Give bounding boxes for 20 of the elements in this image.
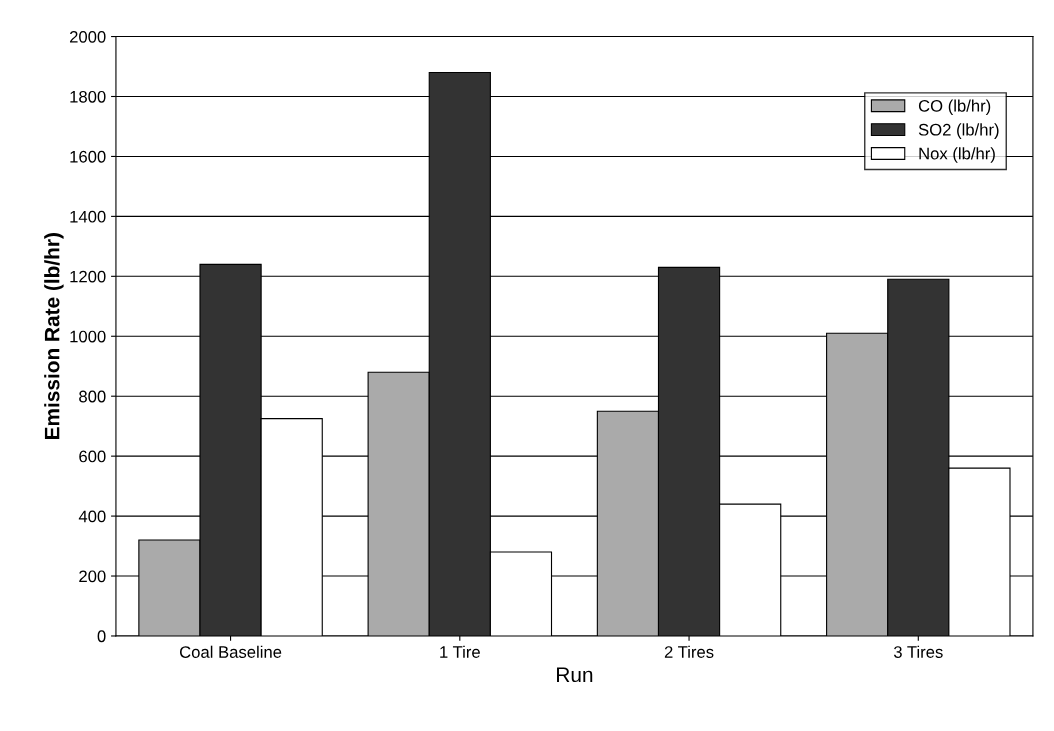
legend-label: Nox (lb/hr) bbox=[919, 147, 995, 163]
y-tick-label: 1000 bbox=[70, 330, 106, 343]
y-tick-label: 1600 bbox=[70, 150, 106, 163]
y-axis-title: Emission Rate (lb/hr) bbox=[44, 233, 64, 440]
x-tick-label: Coal Baseline bbox=[179, 645, 282, 658]
x-tick-label: 1 Tire bbox=[440, 645, 480, 658]
y-tick-label: 200 bbox=[79, 570, 106, 583]
legend-label: SO2 (lb/hr) bbox=[918, 123, 999, 139]
legend-label: CO (lb/hr) bbox=[918, 99, 991, 116]
y-tick-label: 800 bbox=[79, 390, 106, 403]
y-tick-label: 2000 bbox=[69, 30, 106, 43]
y-tick-label: 1400 bbox=[70, 210, 106, 223]
y-tick-label: 600 bbox=[79, 450, 106, 463]
x-tick-label: 3 Tires bbox=[893, 645, 943, 658]
y-tick-label: 0 bbox=[97, 630, 106, 643]
y-tick-label: 400 bbox=[78, 510, 106, 523]
x-axis-title: Run bbox=[557, 667, 593, 683]
x-tick-label: 2 Tires bbox=[664, 645, 714, 658]
y-tick-label: 1200 bbox=[70, 270, 106, 283]
y-tick-label: 1800 bbox=[70, 90, 106, 103]
